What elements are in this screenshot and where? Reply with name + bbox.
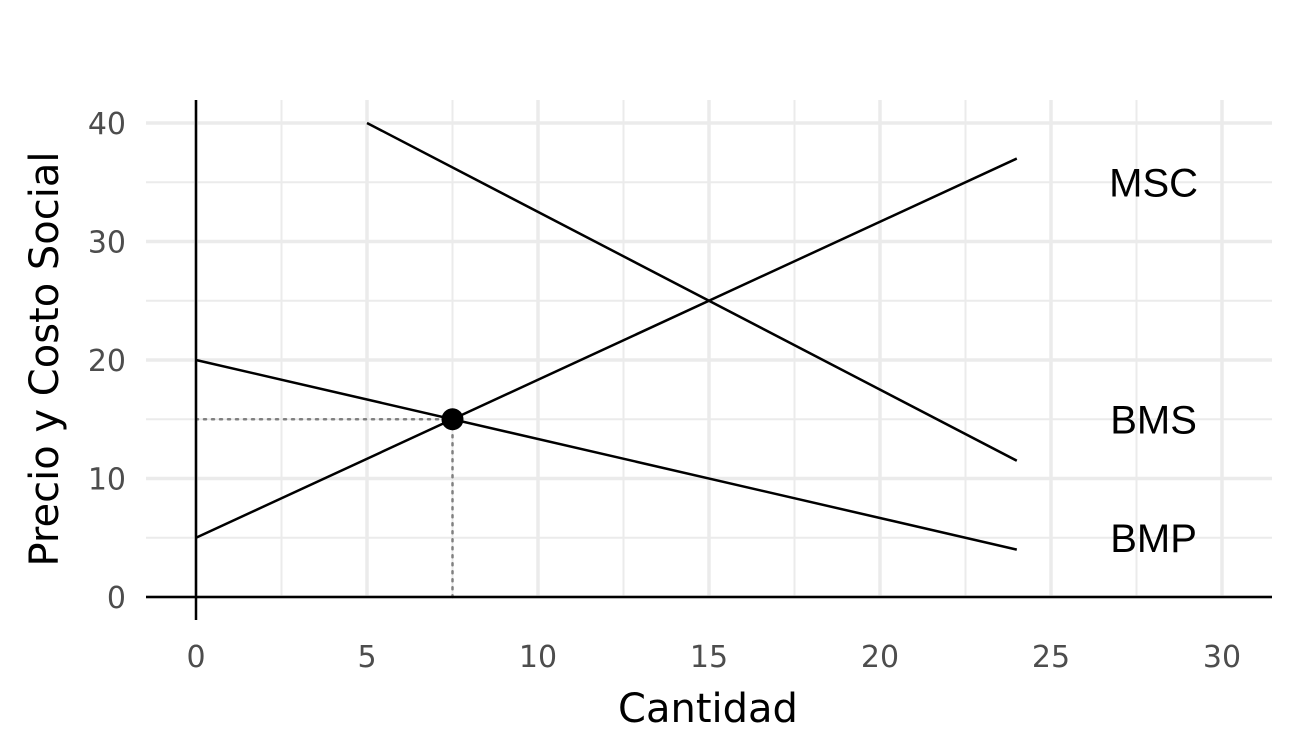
x-tick-labels: 0 5 10 15 20 25 30 — [186, 640, 1241, 675]
y-tick-label: 40 — [88, 107, 126, 142]
x-axis-title: Cantidad — [618, 686, 798, 732]
curve-label-msc: MSC — [1109, 161, 1198, 205]
points — [441, 408, 464, 431]
y-axis-title: Precio y Costo Social — [22, 152, 68, 567]
x-tick-label: 20 — [861, 640, 899, 675]
series-line-msc — [195, 157, 1018, 539]
x-tick-label: 5 — [357, 640, 376, 675]
series-lines — [195, 121, 1018, 551]
x-tick-label: 25 — [1032, 640, 1070, 675]
curve-label-bms: BMS — [1110, 398, 1197, 442]
y-tick-label: 0 — [107, 581, 126, 616]
x-tick-label: 30 — [1203, 640, 1241, 675]
x-tick-label: 0 — [186, 640, 205, 675]
y-tick-label: 20 — [88, 344, 126, 379]
guide-lines — [194, 418, 454, 599]
x-tick-label: 15 — [690, 640, 728, 675]
y-tick-label: 30 — [88, 226, 126, 261]
series-line-bms — [366, 121, 1018, 462]
curve-label-bmp: BMP — [1110, 517, 1197, 561]
x-tick-label: 10 — [519, 640, 557, 675]
equilibrium-point — [441, 408, 464, 431]
series-line-bmp — [195, 358, 1018, 551]
y-tick-labels: 0 10 20 30 40 — [88, 107, 126, 616]
y-tick-label: 10 — [88, 463, 126, 498]
grid-major — [146, 100, 1272, 599]
curve-labels: MSC BMS BMP — [1109, 161, 1198, 561]
